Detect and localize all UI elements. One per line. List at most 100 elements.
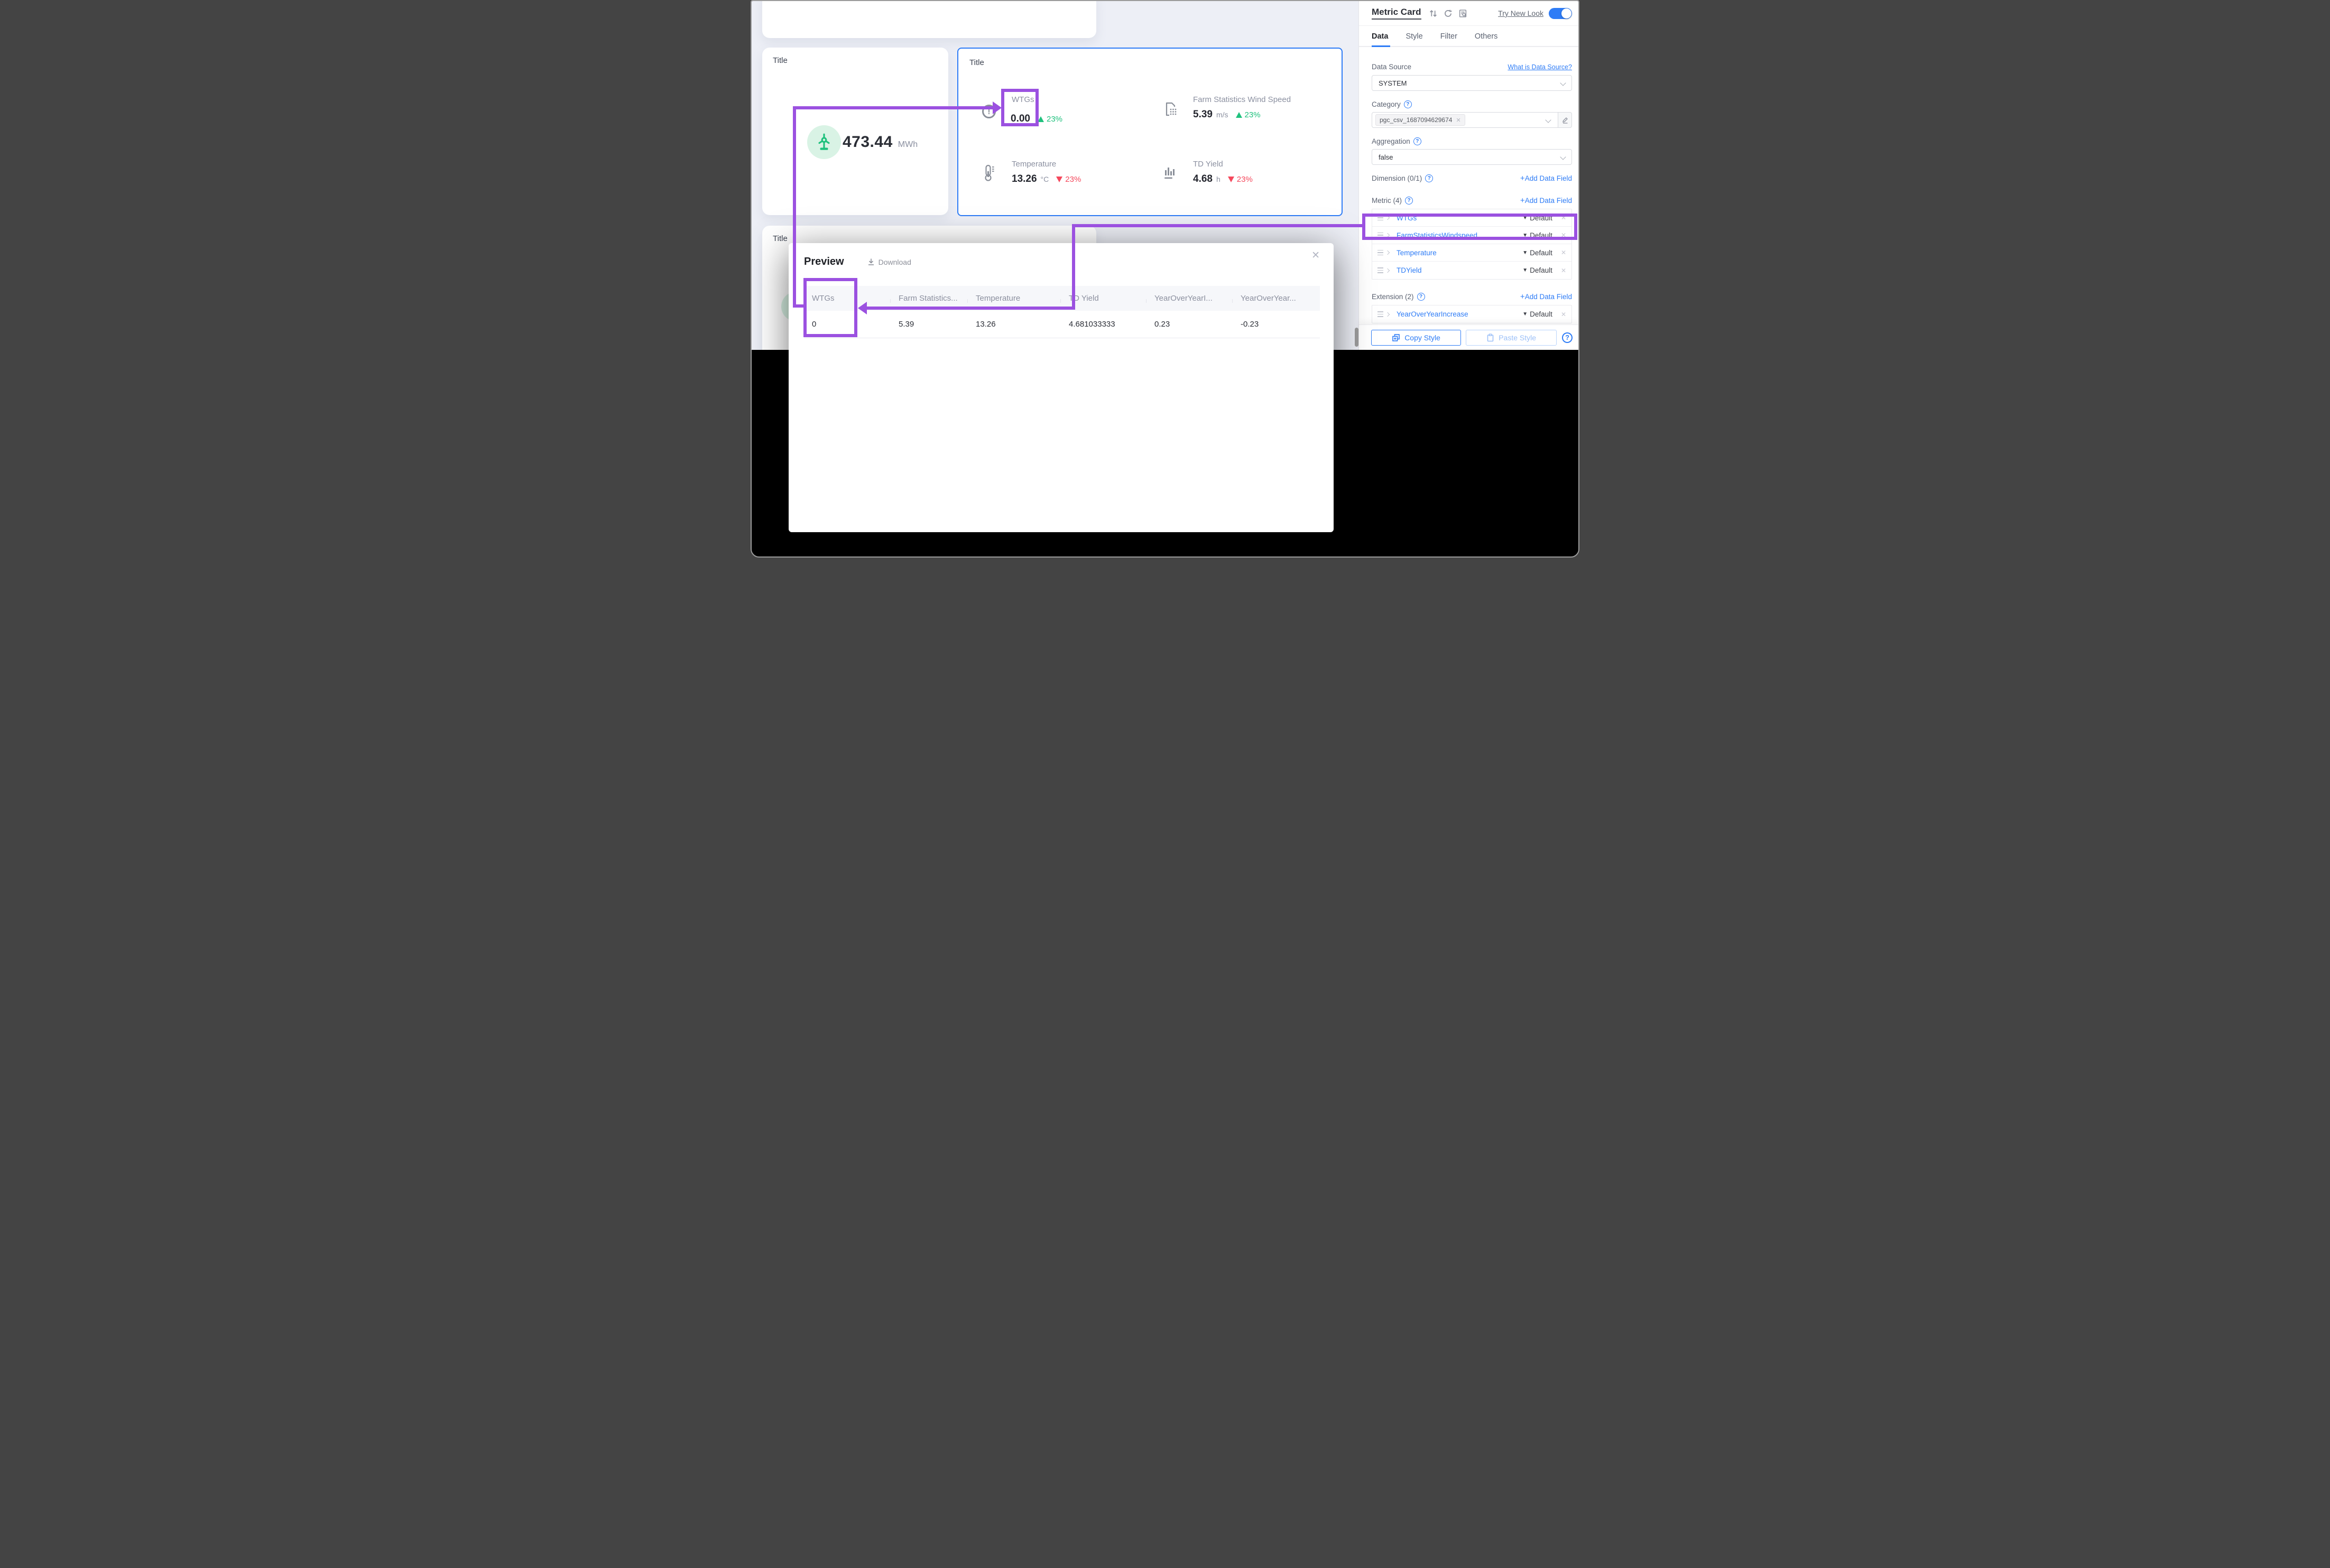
extension-label: Extension (2) [1372,293,1414,301]
data-source-select[interactable]: SYSTEM [1372,75,1572,91]
remove-field-icon[interactable]: ✕ [1560,310,1566,318]
table-header-row: WTGs Farm Statistics... Temperature TD Y… [804,286,1320,311]
modal-title: Preview [804,256,844,267]
metric-value: 0.00 [1011,113,1030,124]
metric-label: Metric (4) [1372,197,1402,205]
wind-turbine-icon [807,125,841,159]
toggle-knob [1561,8,1571,18]
metric-row-tdyield[interactable]: TDYield ▼ Default ✕ [1372,262,1571,279]
extension-row-yoy[interactable]: YearOverYearIncrease ▼ Default ✕ [1372,305,1571,323]
download-icon [868,258,874,265]
table-cell: 0.23 [1154,320,1170,329]
help-icon[interactable]: ? [1403,100,1412,108]
help-icon[interactable]: ? [1417,293,1425,301]
trend-down: 23% [1056,175,1081,184]
sort-icon[interactable] [1429,9,1438,18]
canvas-scrollbar-thumb[interactable] [1355,328,1358,347]
annotation-box-card-wtgs [1001,89,1039,126]
add-extension-link[interactable]: +Add Data Field [1520,292,1572,301]
remove-tag-icon[interactable]: ✕ [1456,117,1461,124]
bar-chart-icon [1162,164,1177,182]
aggregation-label: Aggregation [1372,137,1410,145]
caret-down-icon: ▼ [1522,232,1528,238]
add-metric-link[interactable]: +Add Data Field [1520,196,1572,205]
column-header[interactable]: TD Yield [1061,294,1146,303]
copy-style-button[interactable]: Copy Style [1371,329,1462,346]
thermometer-icon [983,164,995,184]
tab-filter[interactable]: Filter [1440,32,1457,41]
remove-field-icon[interactable]: ✕ [1560,231,1566,239]
help-icon[interactable]: ? [1562,332,1573,343]
table-cell: -0.23 [1241,320,1259,329]
table-row: 0 5.39 13.26 4.681033333 0.23 -0.23 [804,311,1320,338]
try-new-look-toggle[interactable] [1549,7,1572,19]
aggregation-select[interactable]: false [1372,149,1572,165]
card-title: Title [773,56,788,65]
card-top[interactable] [762,1,1096,38]
tab-style[interactable]: Style [1406,32,1423,41]
trend-up: 23% [1235,110,1261,119]
annotation-line [793,106,796,308]
category-edit-button[interactable] [1558,112,1572,128]
card-metric-selected[interactable]: Title ! WTGs 0.00 23% [957,48,1343,216]
tab-data[interactable]: Data [1372,32,1389,41]
triangle-up-icon [1235,112,1242,118]
view-data-icon[interactable] [1458,9,1467,18]
annotation-box-panel-wtgs-row [1362,214,1577,240]
try-new-look-link[interactable]: Try New Look [1498,9,1543,17]
drag-handle-icon[interactable] [1377,311,1390,317]
table-cell: 13.26 [976,320,996,329]
aggregation-dropdown[interactable]: Default [1530,310,1552,318]
trend-up: 23% [1037,115,1062,124]
help-icon[interactable]: ? [1413,137,1421,145]
panel-title[interactable]: Metric Card [1372,7,1421,20]
metric-wtgs-value-row: 0.00 23% [1011,108,1062,125]
remove-field-icon[interactable]: ✕ [1560,266,1566,274]
download-link[interactable]: Download [867,258,911,266]
aggregation-dropdown[interactable]: Default [1530,266,1552,274]
card-title: Title [969,58,984,67]
caret-down-icon: ▼ [1522,267,1528,273]
close-icon[interactable]: ✕ [1311,250,1320,261]
metric-row-temperature[interactable]: Temperature ▼ Default ✕ [1372,244,1571,262]
tab-others[interactable]: Others [1474,32,1498,41]
settings-panel: Metric Card [1358,1,1578,350]
annotation-line [866,307,1075,310]
column-header[interactable]: YearOverYearI... [1146,294,1233,303]
tab-track [1359,46,1578,47]
dimension-label: Dimension (0/1) [1372,174,1422,182]
trend-down: 23% [1227,175,1253,184]
metric-tdyield: TD Yield 4.68 h 23% [1193,160,1253,184]
what-is-data-source-link[interactable]: What is Data Source? [1508,63,1572,71]
annotation-arrowhead-right [993,101,1002,114]
remove-field-icon[interactable]: ✕ [1560,214,1566,221]
paste-style-button[interactable]: Paste Style [1466,329,1557,346]
add-dimension-link[interactable]: +Add Data Field [1520,174,1572,183]
refresh-icon[interactable] [1444,9,1453,18]
help-icon[interactable]: ? [1405,197,1413,205]
panel-tabs: Data Style Filter Others [1359,26,1578,47]
remove-field-icon[interactable]: ✕ [1560,249,1566,256]
category-label: Category [1372,100,1401,108]
column-header[interactable]: WTGs [804,294,891,303]
metric-windspeed: Farm Statistics Wind Speed 5.39 m/s 23% [1193,95,1291,120]
drag-handle-icon[interactable] [1377,267,1390,273]
category-tag[interactable]: pgc_csv_1687094629674 ✕ [1375,114,1465,126]
category-select[interactable]: pgc_csv_1687094629674 ✕ [1372,112,1559,128]
copy-icon [1392,333,1400,341]
column-header[interactable]: Temperature [968,294,1061,303]
preview-modal: Preview Download ✕ WTGs Farm Statistics.… [789,243,1334,532]
triangle-up-icon [1037,116,1044,122]
screenshot-frame: Title 473.44 MWh Tit [751,0,1579,558]
caret-down-icon: ▼ [1522,311,1528,317]
preview-table: WTGs Farm Statistics... Temperature TD Y… [804,286,1320,338]
panel-body: Data Source What is Data Source? SYSTEM … [1359,47,1578,346]
table-cell: 4.681033333 [1069,320,1115,329]
card-energy[interactable]: Title 473.44 MWh [762,48,948,215]
aggregation-dropdown[interactable]: Default [1530,248,1552,257]
metric-wtgs: WTGs [1012,95,1034,104]
column-header[interactable]: Farm Statistics... [891,294,968,303]
drag-handle-icon[interactable] [1377,249,1390,256]
column-header[interactable]: YearOverYear... [1241,294,1296,303]
help-icon[interactable]: ? [1425,174,1434,182]
